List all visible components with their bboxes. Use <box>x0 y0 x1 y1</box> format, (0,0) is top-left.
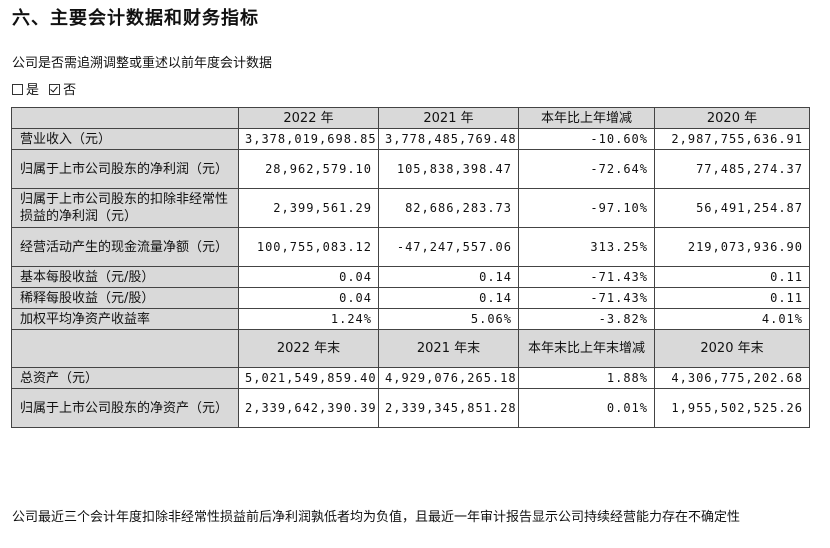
header-cell: 2020 年末 <box>654 329 810 368</box>
value-cell: -97.10% <box>518 188 655 228</box>
value-cell: -10.60% <box>518 128 655 150</box>
value-cell: 77,485,274.37 <box>654 149 810 189</box>
option-yes[interactable]: 是 <box>12 83 39 98</box>
table-row: 加权平均净资产收益率 1.24% 5.06% -3.82% 4.01% <box>11 308 810 330</box>
header-cell <box>11 329 239 368</box>
table-row: 归属于上市公司股东的净利润（元） 28,962,579.10 105,838,3… <box>11 149 810 189</box>
value-cell: -71.43% <box>518 287 655 309</box>
table-row: 稀释每股收益（元/股） 0.04 0.14 -71.43% 0.11 <box>11 287 810 309</box>
table-row: 总资产（元） 5,021,549,859.40 4,929,076,265.18… <box>11 367 810 389</box>
value-cell: 4.01% <box>654 308 810 330</box>
value-cell: 3,378,019,698.85 <box>238 128 379 150</box>
header-cell: 本年比上年增减 <box>518 107 655 129</box>
row-label: 归属于上市公司股东的净资产（元） <box>11 388 239 428</box>
table-row: 经营活动产生的现金流量净额（元） 100,755,083.12 -47,247,… <box>11 227 810 267</box>
value-cell: 1.88% <box>518 367 655 389</box>
value-cell: 4,929,076,265.18 <box>378 367 519 389</box>
financial-indicators-table: 2022 年 2021 年 本年比上年增减 2020 年 营业收入（元） 3,3… <box>11 107 810 428</box>
value-cell: 82,686,283.73 <box>378 188 519 228</box>
header-cell: 本年末比上年末增减 <box>518 329 655 368</box>
header-cell: 2021 年末 <box>378 329 519 368</box>
checkbox-no[interactable] <box>49 84 61 95</box>
table-row: 营业收入（元） 3,378,019,698.85 3,778,485,769.4… <box>11 128 810 150</box>
value-cell: 3,778,485,769.48 <box>378 128 519 150</box>
value-cell: 1,955,502,525.26 <box>654 388 810 428</box>
value-cell: 0.04 <box>238 266 379 288</box>
value-cell: 313.25% <box>518 227 655 267</box>
value-cell: 2,987,755,636.91 <box>654 128 810 150</box>
row-label: 归属于上市公司股东的扣除非经常性损益的净利润（元） <box>11 188 239 228</box>
value-cell: 1.24% <box>238 308 379 330</box>
value-cell: -3.82% <box>518 308 655 330</box>
restatement-options: 是 否 <box>12 79 82 98</box>
row-label: 归属于上市公司股东的净利润（元） <box>11 149 239 189</box>
header-cell: 2022 年 <box>238 107 379 129</box>
row-label: 总资产（元） <box>11 367 239 389</box>
header-cell: 2021 年 <box>378 107 519 129</box>
table-row: 归属于上市公司股东的扣除非经常性损益的净利润（元） 2,399,561.29 8… <box>11 188 810 228</box>
value-cell: 0.11 <box>654 287 810 309</box>
value-cell: 4,306,775,202.68 <box>654 367 810 389</box>
row-label: 营业收入（元） <box>11 128 239 150</box>
value-cell: 0.14 <box>378 287 519 309</box>
header-cell: 2022 年末 <box>238 329 379 368</box>
section-title: 六、主要会计数据和财务指标 <box>12 8 259 29</box>
option-yes-label: 是 <box>26 83 40 98</box>
row-label: 稀释每股收益（元/股） <box>11 287 239 309</box>
value-cell: 2,399,561.29 <box>238 188 379 228</box>
going-concern-note: 公司最近三个会计年度扣除非经常性损益前后净利润孰低者均为负值，且最近一年审计报告… <box>12 510 741 525</box>
row-label: 基本每股收益（元/股） <box>11 266 239 288</box>
value-cell: 56,491,254.87 <box>654 188 810 228</box>
value-cell: 5.06% <box>378 308 519 330</box>
value-cell: 2,339,642,390.39 <box>238 388 379 428</box>
value-cell: 219,073,936.90 <box>654 227 810 267</box>
value-cell: 5,021,549,859.40 <box>238 367 379 389</box>
option-no[interactable]: 否 <box>49 83 76 98</box>
value-cell: -47,247,557.06 <box>378 227 519 267</box>
value-cell: 28,962,579.10 <box>238 149 379 189</box>
value-cell: 0.14 <box>378 266 519 288</box>
table-row: 归属于上市公司股东的净资产（元） 2,339,642,390.39 2,339,… <box>11 388 810 428</box>
value-cell: 105,838,398.47 <box>378 149 519 189</box>
checkbox-yes[interactable] <box>12 84 23 95</box>
option-no-label: 否 <box>63 83 77 98</box>
value-cell: 100,755,083.12 <box>238 227 379 267</box>
table-row: 基本每股收益（元/股） 0.04 0.14 -71.43% 0.11 <box>11 266 810 288</box>
value-cell: 2,339,345,851.28 <box>378 388 519 428</box>
value-cell: -72.64% <box>518 149 655 189</box>
table-header-row: 2022 年 2021 年 本年比上年增减 2020 年 <box>11 107 810 129</box>
value-cell: 0.04 <box>238 287 379 309</box>
header-cell: 2020 年 <box>654 107 810 129</box>
header-cell <box>11 107 239 129</box>
row-label: 经营活动产生的现金流量净额（元） <box>11 227 239 267</box>
value-cell: -71.43% <box>518 266 655 288</box>
value-cell: 0.01% <box>518 388 655 428</box>
row-label: 加权平均净资产收益率 <box>11 308 239 330</box>
value-cell: 0.11 <box>654 266 810 288</box>
restatement-question: 公司是否需追溯调整或重述以前年度会计数据 <box>12 56 273 71</box>
table-header-row: 2022 年末 2021 年末 本年末比上年末增减 2020 年末 <box>11 329 810 368</box>
